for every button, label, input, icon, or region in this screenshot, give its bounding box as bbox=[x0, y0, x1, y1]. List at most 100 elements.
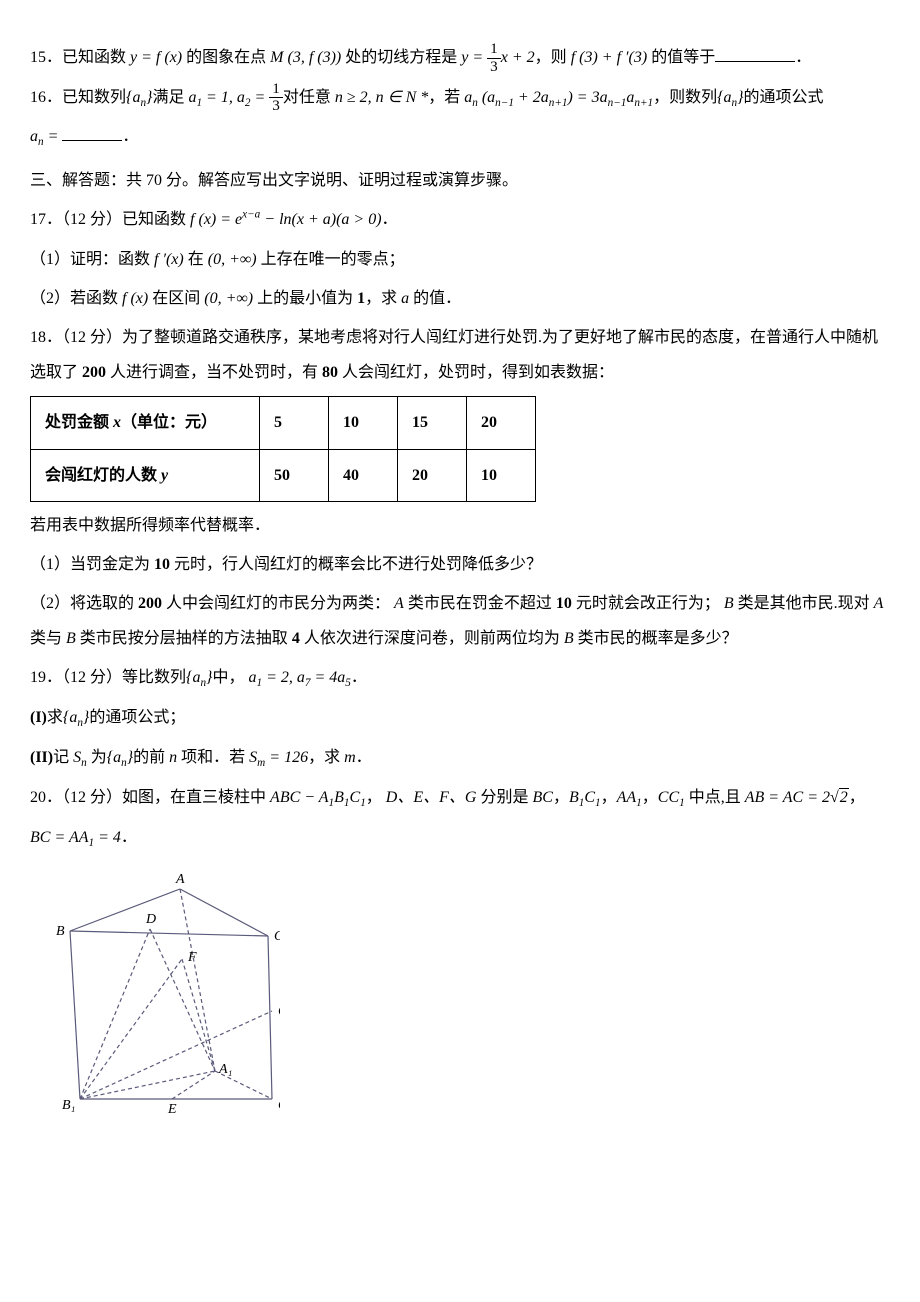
text: ， bbox=[849, 789, 865, 806]
table-header: 10 bbox=[329, 397, 398, 449]
text: ． bbox=[795, 49, 811, 66]
svg-text:B: B bbox=[56, 924, 65, 939]
problem-number: 17． bbox=[30, 211, 62, 228]
points: （12 分） bbox=[62, 329, 122, 346]
svg-text:A₁: A₁ bbox=[218, 1062, 232, 1077]
formula: AA1 bbox=[617, 789, 642, 806]
header-text: 处罚金额 x（单位：元） bbox=[45, 414, 217, 431]
problem-20-line2: BC = AA1 = 4． bbox=[30, 820, 890, 856]
text: ，则 bbox=[535, 49, 571, 66]
formula: (0, +∞) bbox=[208, 251, 257, 268]
formula: {an} bbox=[186, 669, 212, 686]
text: 分别是 bbox=[476, 789, 532, 806]
text: 若函数 bbox=[70, 290, 122, 307]
text: ，若 bbox=[428, 89, 464, 106]
class-label: B bbox=[720, 595, 734, 612]
problem-number: 18． bbox=[30, 329, 62, 346]
text: 人依次进行深度问卷，则前两位均为 bbox=[300, 630, 564, 647]
text: 的图象在点 bbox=[182, 49, 270, 66]
problem-19-sub2: (II)记 Sn 为{an}的前 n 项和．若 Sm = 126，求 m． bbox=[30, 740, 890, 776]
bold-value: 200 bbox=[82, 364, 106, 381]
text: 在 bbox=[184, 251, 208, 268]
sub-label: （1） bbox=[30, 556, 70, 573]
formula: D、E、F、G bbox=[382, 789, 477, 806]
text: ， bbox=[553, 789, 569, 806]
formula: CC1 bbox=[658, 789, 685, 806]
sub-label: （1） bbox=[30, 251, 70, 268]
sub-label: （2） bbox=[30, 290, 70, 307]
bold-value: 80 bbox=[322, 364, 338, 381]
table-header: 5 bbox=[260, 397, 329, 449]
problem-number: 19． bbox=[30, 669, 62, 686]
table-cell: 20 bbox=[398, 449, 467, 501]
formula: f ′(x) bbox=[154, 251, 184, 268]
text: 如图，在直三棱柱中 bbox=[122, 789, 270, 806]
text: 求 bbox=[47, 709, 63, 726]
text: ， bbox=[366, 789, 382, 806]
text: 的值． bbox=[409, 290, 461, 307]
points: （12 分） bbox=[62, 789, 122, 806]
text: ． bbox=[351, 669, 367, 686]
denominator: 3 bbox=[487, 59, 501, 76]
table-cell: 40 bbox=[329, 449, 398, 501]
svg-text:C₁: C₁ bbox=[278, 1098, 280, 1113]
text: 中， bbox=[212, 669, 244, 686]
formula: BC = AA1 = 4 bbox=[30, 829, 121, 846]
formula: Sn bbox=[73, 749, 87, 766]
text: 的通项公式； bbox=[89, 709, 185, 726]
table-header: 处罚金额 x（单位：元） bbox=[31, 397, 260, 449]
text: ． bbox=[356, 749, 372, 766]
text: 已知函数 bbox=[62, 49, 130, 66]
formula: BC bbox=[532, 789, 552, 806]
text: 在区间 bbox=[148, 290, 204, 307]
svg-text:E: E bbox=[167, 1102, 177, 1117]
table-header: 20 bbox=[467, 397, 536, 449]
sub-label: (II) bbox=[30, 749, 53, 766]
text: ，求 bbox=[365, 290, 401, 307]
problem-18-sub1: （1）当罚金定为 10 元时，行人闯红灯的概率会比不进行处罚降低多少？ bbox=[30, 547, 890, 582]
formula: AB = AC = 2√2 bbox=[745, 788, 849, 806]
penalty-table: 处罚金额 x（单位：元） 5 10 15 20 会闯红灯的人数 y 50 40 … bbox=[30, 396, 536, 501]
cell-text: 会闯红灯的人数 y bbox=[45, 467, 168, 484]
formula: n bbox=[169, 749, 177, 766]
text: 人进行调查，当不处罚时，有 bbox=[106, 364, 322, 381]
table-row: 处罚金额 x（单位：元） 5 10 15 20 bbox=[31, 397, 536, 449]
text: 将选取的 bbox=[70, 595, 138, 612]
text: 类市民的概率是多少？ bbox=[574, 630, 738, 647]
text: 人中会闯红灯的市民分为两类： bbox=[162, 595, 390, 612]
text: 已知数列 bbox=[62, 89, 126, 106]
bold-value: 4 bbox=[292, 630, 300, 647]
svg-text:G: G bbox=[278, 1004, 280, 1019]
svg-text:A: A bbox=[175, 872, 185, 887]
text: 类市民按分层抽样的方法抽取 bbox=[76, 630, 292, 647]
formula: a1 = 2, a7 = 4a5 bbox=[244, 669, 350, 686]
numerator: 1 bbox=[269, 81, 283, 99]
table-row: 会闯红灯的人数 y 50 40 20 10 bbox=[31, 449, 536, 501]
table-cell: 50 bbox=[260, 449, 329, 501]
text: 处的切线方程是 bbox=[341, 49, 461, 66]
class-label: A bbox=[874, 595, 884, 612]
class-label: B bbox=[66, 630, 76, 647]
text: ． bbox=[122, 128, 138, 145]
prism-diagram: ABCDFGA₁B₁C₁E bbox=[50, 871, 890, 1134]
text: 的值等于 bbox=[647, 49, 715, 66]
formula: ABC − A1B1C1 bbox=[270, 789, 366, 806]
formula: f (x) bbox=[122, 290, 148, 307]
text: 元时，行人闯红灯的概率会比不进行处罚降低多少？ bbox=[170, 556, 542, 573]
class-label: B bbox=[564, 630, 574, 647]
points: （12 分） bbox=[62, 669, 122, 686]
text: 为 bbox=[87, 749, 107, 766]
formula: {an} bbox=[63, 709, 89, 726]
text: ，求 bbox=[308, 749, 344, 766]
formula: y = f (x) bbox=[130, 49, 182, 66]
formula: f (3) + f ′(3) bbox=[571, 49, 648, 66]
text: 已知函数 bbox=[122, 211, 190, 228]
bold-value: 10 bbox=[154, 556, 170, 573]
text: 当罚金定为 bbox=[70, 556, 154, 573]
problem-17: 17．（12 分）已知函数 f (x) = ex−a − ln(x + a)(a… bbox=[30, 202, 890, 237]
problem-18-note: 若用表中数据所得频率代替概率． bbox=[30, 508, 890, 543]
answer-blank bbox=[62, 124, 122, 141]
svg-text:B₁: B₁ bbox=[62, 1098, 75, 1113]
prism-svg: ABCDFGA₁B₁C₁E bbox=[50, 871, 280, 1121]
points: （12 分） bbox=[62, 211, 122, 228]
